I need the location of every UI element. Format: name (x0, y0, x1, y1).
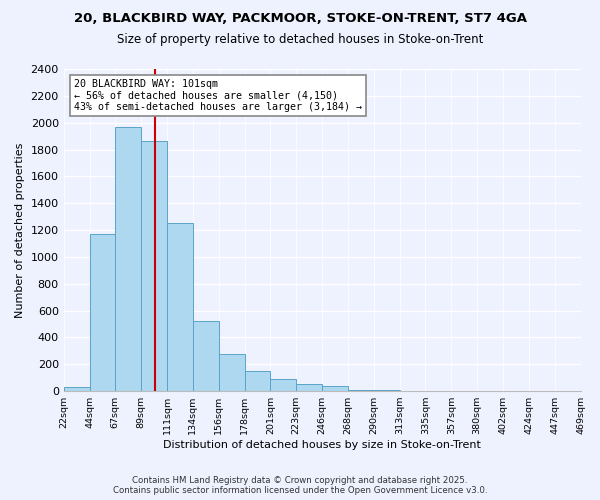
X-axis label: Distribution of detached houses by size in Stoke-on-Trent: Distribution of detached houses by size … (163, 440, 481, 450)
Bar (296, 384, 322, 391)
Text: Size of property relative to detached houses in Stoke-on-Trent: Size of property relative to detached ho… (117, 32, 483, 46)
Text: 20 BLACKBIRD WAY: 101sqm
← 56% of detached houses are smaller (4,150)
43% of sem: 20 BLACKBIRD WAY: 101sqm ← 56% of detach… (74, 78, 362, 112)
Bar (64, 387, 89, 391)
Bar (167, 224, 193, 391)
Y-axis label: Number of detached properties: Number of detached properties (15, 142, 25, 318)
Bar (89, 234, 115, 391)
Bar (115, 126, 141, 391)
Text: Contains HM Land Registry data © Crown copyright and database right 2025.
Contai: Contains HM Land Registry data © Crown c… (113, 476, 487, 495)
Bar (219, 354, 245, 391)
Bar (141, 142, 167, 391)
Bar (271, 379, 296, 391)
Bar (193, 322, 219, 391)
Text: 20, BLACKBIRD WAY, PACKMOOR, STOKE-ON-TRENT, ST7 4GA: 20, BLACKBIRD WAY, PACKMOOR, STOKE-ON-TR… (74, 12, 527, 26)
Bar (374, 390, 400, 391)
Bar (322, 386, 348, 391)
Bar (348, 390, 374, 391)
Bar (245, 371, 271, 391)
